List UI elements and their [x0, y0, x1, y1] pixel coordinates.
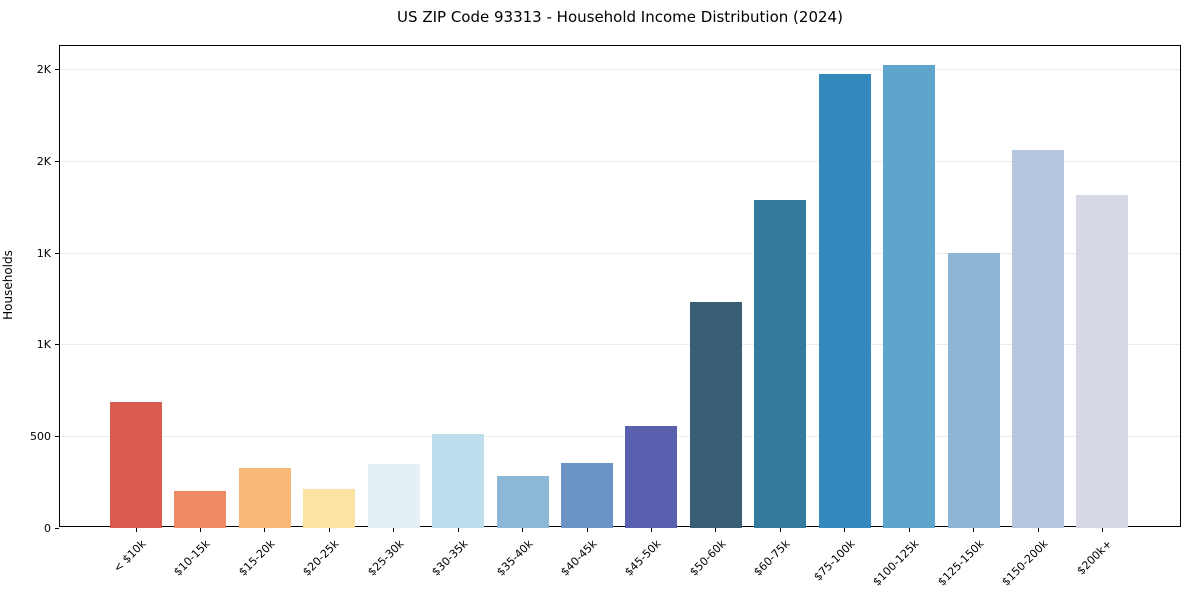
bar-200k	[1076, 195, 1129, 528]
bar-30-35k	[432, 433, 485, 528]
x-tick-label: $45-50k	[622, 537, 664, 579]
x-tick-mark	[650, 528, 652, 532]
bar-35-40k	[496, 475, 549, 528]
x-tick-label: $200k+	[1074, 537, 1115, 578]
bar-125-150k	[947, 253, 1000, 528]
y-tick-label: 1K	[36, 246, 51, 260]
x-tick-mark	[199, 528, 201, 532]
bar-100-125k	[883, 65, 936, 528]
bar-25-30k	[367, 463, 420, 528]
bar-10-15k	[174, 491, 227, 528]
x-tick-mark	[715, 528, 717, 532]
x-tick-mark	[844, 528, 846, 532]
bar-10k	[110, 401, 162, 528]
x-tick-label: $20-25k	[300, 537, 342, 579]
bar-75-100k	[818, 74, 871, 528]
x-tick-label: $30-35k	[429, 537, 471, 579]
x-tick-label: $40-45k	[558, 537, 600, 579]
x-tick-mark	[908, 528, 910, 532]
x-tick-label: $150-200k	[999, 537, 1051, 589]
x-tick-label: $75-100k	[810, 537, 858, 584]
bar-150-200k	[1012, 150, 1065, 528]
y-tick-label: 2K	[36, 63, 51, 77]
x-tick-mark	[393, 528, 395, 532]
bar-45-50k	[625, 426, 678, 528]
bar-50-60k	[689, 301, 742, 528]
y-tick-label: 500	[30, 429, 51, 443]
x-tick-label: $125-150k	[934, 537, 987, 589]
x-tick-mark	[1101, 528, 1103, 532]
bar-15-20k	[238, 468, 291, 528]
y-tick-mark	[55, 160, 59, 162]
x-tick-mark	[779, 528, 781, 532]
x-tick-label: $35-40k	[493, 537, 536, 579]
x-tick-mark	[522, 528, 524, 532]
gridline-y-2500	[60, 69, 1180, 71]
x-tick-mark	[135, 528, 137, 532]
gridline-y-500	[60, 435, 1180, 437]
x-tick-mark	[328, 528, 330, 532]
x-tick-mark	[264, 528, 266, 532]
x-tick-label: < $10k	[110, 537, 149, 575]
x-tick-mark	[973, 528, 975, 532]
y-tick-mark	[55, 252, 59, 254]
gridline-y-1000	[60, 344, 1180, 346]
y-tick-label: 1K	[36, 338, 51, 352]
plot-area: 0 500 1K 1K 2K 2K < $10k $10-15k $15-20k $20-25k $…	[30, 45, 1181, 588]
gridline-y-1500	[60, 252, 1180, 254]
x-tick-mark	[586, 528, 588, 532]
x-tick-label: $15-20k	[236, 537, 278, 579]
y-tick-mark	[55, 344, 59, 346]
chart-title: US ZIP Code 93313 - Household Income Dis…	[397, 8, 843, 26]
x-tick-label: $10-15k	[171, 537, 213, 579]
x-tick-label: $25-30k	[364, 537, 407, 579]
x-tick-mark	[457, 528, 459, 532]
x-tick-label: $100-125k	[870, 537, 922, 589]
y-axis-label: Households	[1, 250, 15, 320]
x-tick-mark	[1037, 528, 1039, 532]
y-tick-mark	[55, 69, 59, 71]
x-tick-label: $60-75k	[751, 537, 793, 579]
y-tick-label: 2K	[36, 154, 51, 168]
bar-20-25k	[303, 488, 356, 528]
bar-60-75k	[754, 199, 807, 528]
x-tick-label: $50-60k	[687, 537, 729, 579]
y-tick-label: 0	[44, 521, 51, 535]
y-tick-mark	[55, 435, 59, 437]
y-tick-mark	[55, 527, 59, 529]
gridline-y-2000	[60, 160, 1180, 162]
bar-40-45k	[561, 462, 613, 528]
